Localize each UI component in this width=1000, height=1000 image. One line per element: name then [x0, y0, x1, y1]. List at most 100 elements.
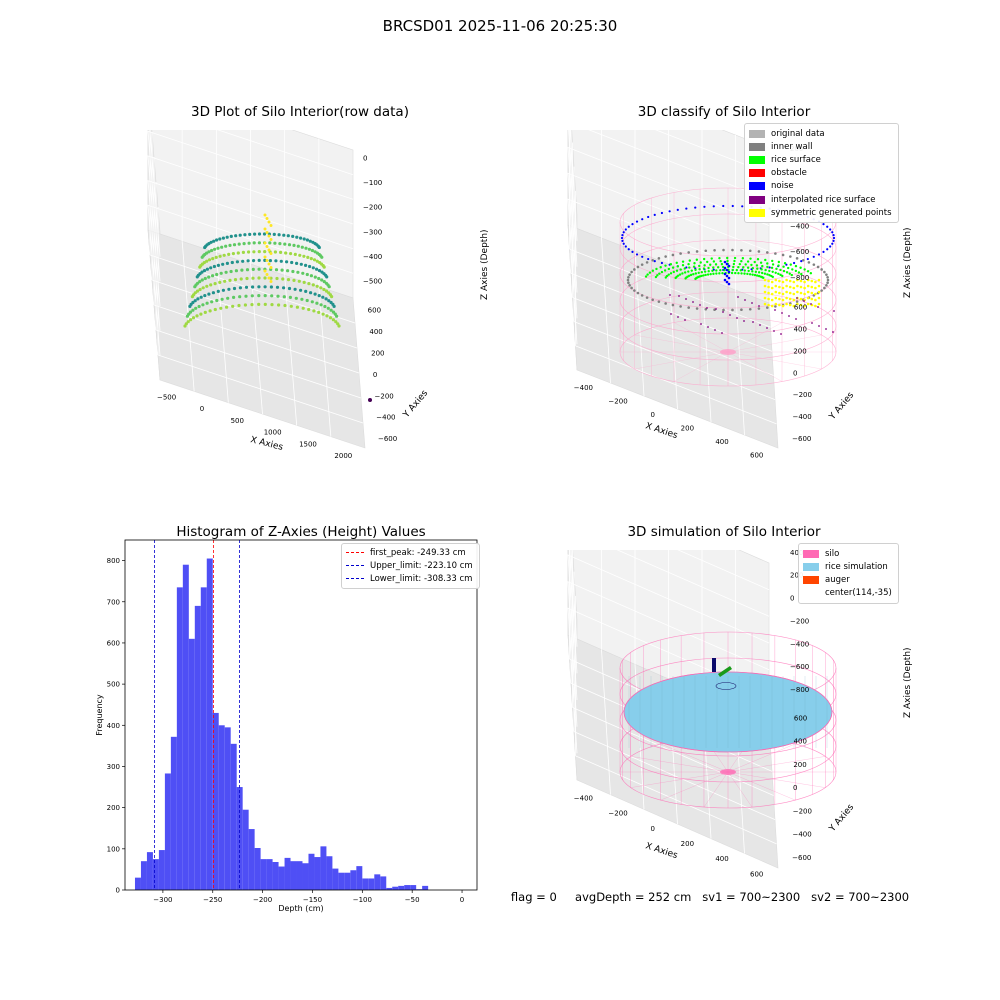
histogram-bar — [302, 863, 309, 890]
symmetric-point — [781, 292, 785, 296]
inner-wall-point — [816, 265, 820, 269]
silo-spoke — [727, 351, 822, 370]
rice-surface-point — [760, 271, 764, 275]
raw-point — [207, 275, 211, 279]
raw-point — [305, 238, 309, 242]
raw-point — [198, 287, 202, 292]
raw-point — [280, 268, 284, 272]
inner-wall-point — [731, 308, 734, 312]
raw-point — [209, 266, 213, 270]
raw-point — [311, 266, 315, 270]
symmetric-point — [788, 303, 792, 307]
raw-point — [317, 294, 321, 298]
raw-x-tick: −500 — [157, 394, 176, 402]
raw-point — [265, 231, 269, 234]
rice-surface-point — [658, 272, 661, 275]
rice-surface-point — [737, 272, 740, 275]
symmetric-point — [806, 278, 810, 282]
raw-point — [309, 274, 313, 278]
inner-wall-point — [651, 298, 654, 302]
inner-wall-point — [807, 261, 811, 264]
symmetric-point — [817, 290, 821, 294]
symmetric-point — [781, 304, 785, 308]
rice-surface-point — [654, 275, 658, 279]
rice-surface-point — [751, 266, 755, 270]
raw-point — [188, 310, 193, 314]
raw-y-axis-label: Y Axies — [401, 388, 430, 420]
inner-wall-point — [774, 305, 777, 308]
cls-z-tick: −800 — [790, 274, 809, 282]
legend-swatch — [749, 129, 765, 138]
rice-surface-point — [746, 260, 750, 263]
symmetric-point — [810, 279, 814, 283]
raw-point — [252, 241, 256, 245]
raw-point — [310, 248, 314, 253]
histogram-bar — [326, 856, 333, 890]
raw-point — [257, 285, 261, 289]
raw-point — [299, 288, 303, 292]
raw-point — [224, 270, 228, 274]
simulation-x-axis-label: X Axies — [644, 841, 679, 861]
sim-z-tick: −800 — [790, 686, 809, 694]
rice-surface-point — [669, 262, 673, 266]
grid-line — [569, 130, 770, 241]
noise-point — [660, 211, 664, 215]
inner-wall-point — [636, 291, 640, 295]
raw-z-axis-label: Z Axies (Depth) — [480, 229, 490, 300]
histogram-bar — [416, 889, 423, 890]
raw-point — [320, 255, 324, 259]
histogram-bar — [260, 859, 267, 890]
simulation-rice-surface — [623, 671, 833, 753]
histogram-y-axis-label: Frequency — [95, 694, 104, 736]
rice-surface-point — [687, 274, 691, 278]
raw-point — [268, 259, 272, 263]
raw-z-tick: 0 — [363, 154, 367, 162]
noise-point — [621, 234, 624, 237]
rice-surface-point — [726, 256, 729, 260]
rice-surface-point — [753, 260, 756, 264]
cls-y-tick: 400 — [794, 326, 807, 334]
rice-surface-point — [762, 276, 765, 280]
rice-surface-point — [794, 264, 798, 268]
silo-spoke — [660, 743, 729, 773]
rice-surface-point — [695, 258, 699, 261]
noise-point — [660, 261, 664, 265]
symmetric-point — [785, 296, 788, 300]
raw-point — [200, 278, 204, 282]
interpolated-point — [751, 302, 753, 304]
histogram-bar — [404, 885, 411, 890]
raw-point — [296, 244, 300, 248]
histogram-bar — [212, 712, 219, 890]
symmetric-point — [774, 296, 778, 300]
histogram-bar — [188, 638, 195, 890]
rice-surface-point — [679, 268, 682, 271]
x-tick-label: 0 — [460, 896, 464, 904]
rice-surface-point — [743, 272, 746, 275]
symmetric-point — [785, 302, 788, 306]
raw-point — [283, 242, 287, 246]
histogram-bar — [350, 870, 357, 890]
rice-surface-point — [760, 268, 763, 271]
rice-surface-point — [777, 264, 780, 267]
inner-wall-point — [826, 276, 829, 279]
inner-wall-point — [774, 252, 777, 255]
cls-x-tick: 600 — [750, 451, 763, 459]
x-tick-label: −150 — [303, 896, 322, 904]
silo-hub — [720, 349, 736, 355]
histogram-bar — [356, 866, 363, 890]
noise-point — [727, 270, 731, 274]
noise-point — [829, 245, 832, 248]
raw-point — [263, 250, 267, 254]
inner-wall-point — [695, 250, 699, 253]
interpolated-point — [803, 300, 805, 302]
silo-spoke — [727, 771, 796, 801]
histogram-frame — [124, 539, 478, 891]
raw-point — [225, 235, 229, 239]
symmetric-point — [806, 290, 810, 294]
raw-point-cloud — [183, 213, 372, 402]
noise-point — [631, 250, 634, 253]
raw-point — [205, 259, 209, 263]
noise-point — [723, 260, 727, 264]
noise-point — [647, 215, 650, 219]
raw-point — [231, 252, 235, 256]
